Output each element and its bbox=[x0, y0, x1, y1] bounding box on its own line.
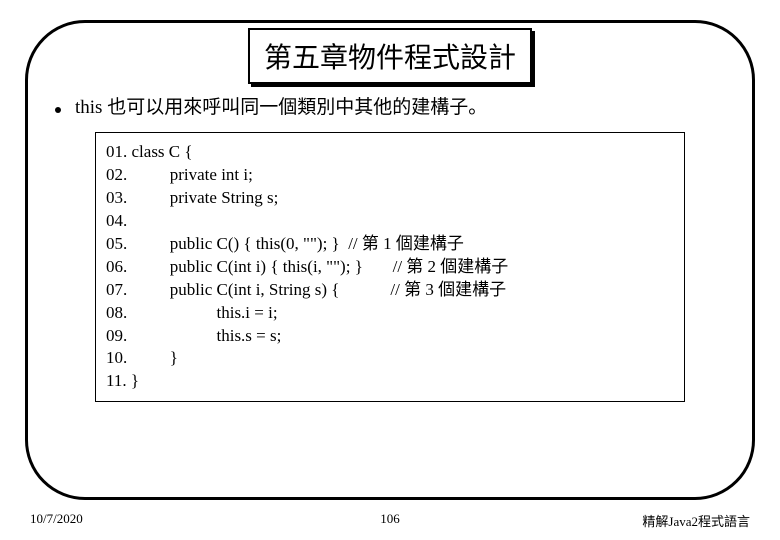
code-line: 05. public C() { this(0, ""); } // 第 1 個… bbox=[106, 234, 464, 253]
footer: 10/7/2020 106 精解Java2程式語言 bbox=[0, 511, 780, 530]
footer-date: 10/7/2020 bbox=[30, 511, 270, 530]
bullet-dot bbox=[55, 107, 61, 113]
code-line: 07. public C(int i, String s) { // 第 3 個… bbox=[106, 280, 506, 299]
code-line: 02. private int i; bbox=[106, 165, 253, 184]
footer-page: 106 bbox=[270, 511, 510, 530]
code-line: 06. public C(int i) { this(i, ""); } // … bbox=[106, 257, 508, 276]
code-line: 08. this.i = i; bbox=[106, 303, 278, 322]
code-line: 10. } bbox=[106, 348, 178, 367]
code-line: 03. private String s; bbox=[106, 188, 278, 207]
title-box: 第五章物件程式設計 bbox=[248, 28, 532, 84]
bullet-text: this 也可以用來呼叫同一個類別中其他的建構子。 bbox=[75, 92, 487, 119]
code-line: 04. bbox=[106, 211, 127, 230]
bullet-row: this 也可以用來呼叫同一個類別中其他的建構子。 bbox=[55, 92, 725, 119]
footer-course: 精解Java2程式語言 bbox=[510, 511, 750, 530]
bullet-area: this 也可以用來呼叫同一個類別中其他的建構子。 bbox=[55, 92, 725, 119]
slide-title: 第五章物件程式設計 bbox=[264, 36, 516, 76]
code-box: 01. class C { 02. private int i; 03. pri… bbox=[95, 132, 685, 402]
code-line: 09. this.s = s; bbox=[106, 326, 281, 345]
code-line: 11. } bbox=[106, 371, 139, 390]
code-line: 01. class C { bbox=[106, 142, 193, 161]
